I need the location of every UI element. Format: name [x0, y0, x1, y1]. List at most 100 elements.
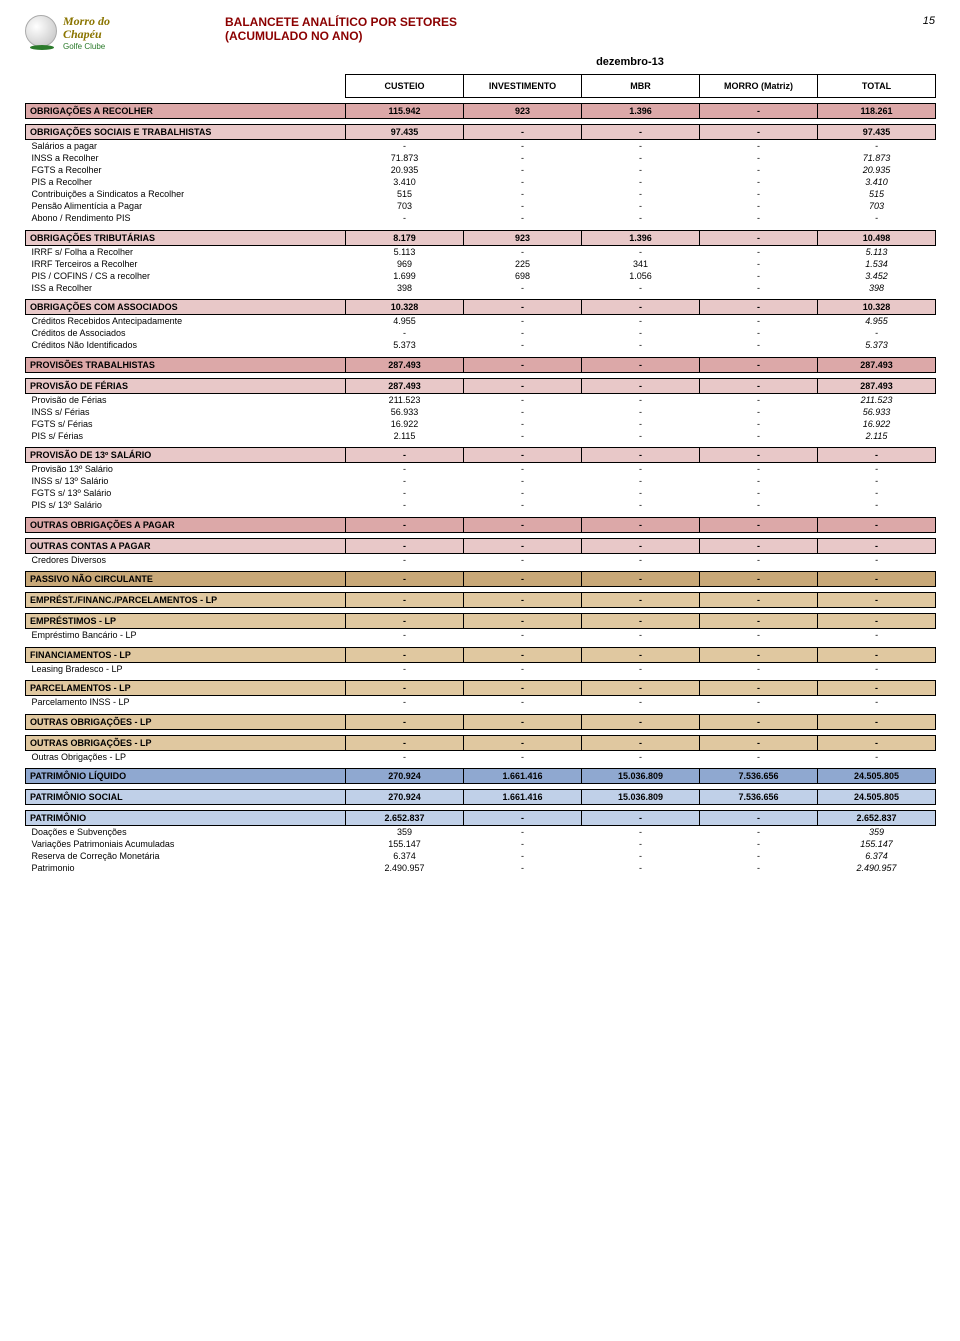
row-value: -: [464, 714, 582, 729]
row-label: Créditos de Associados: [26, 327, 346, 339]
doc-title: BALANCETE ANALÍTICO POR SETORES: [225, 15, 895, 29]
row-value: -: [700, 430, 818, 442]
row-value: -: [700, 327, 818, 339]
row-value: -: [700, 230, 818, 245]
row-label: PROVISÕES TRABALHISTAS: [26, 357, 346, 372]
row-value: -: [346, 614, 464, 629]
row-label: Contribuições a Sindicatos a Recolher: [26, 188, 346, 200]
row-value: -: [582, 448, 700, 463]
row-value: -: [346, 475, 464, 487]
row-value: -: [582, 418, 700, 430]
row-value: -: [464, 164, 582, 176]
row-value: -: [346, 681, 464, 696]
row-value: -: [464, 614, 582, 629]
row-value: -: [700, 714, 818, 729]
row-value: -: [700, 164, 818, 176]
row-value: -: [818, 212, 936, 224]
row-value: 359: [818, 826, 936, 839]
row-value: -: [582, 393, 700, 406]
row-value: -: [582, 140, 700, 153]
subsection-row: OBRIGAÇÕES SOCIAIS E TRABALHISTAS97.435-…: [26, 125, 936, 140]
row-value: -: [700, 696, 818, 709]
row-value: -: [700, 270, 818, 282]
row-value: -: [700, 850, 818, 862]
row-value: -: [700, 125, 818, 140]
row-value: -: [700, 140, 818, 153]
row-value: -: [582, 152, 700, 164]
row-value: -: [464, 750, 582, 763]
row-value: -: [700, 475, 818, 487]
detail-row: PIS / COFINS / CS a recolher1.6996981.05…: [26, 270, 936, 282]
row-value: 20.935: [818, 164, 936, 176]
row-value: -: [582, 475, 700, 487]
row-label: Outras Obrigações - LP: [26, 750, 346, 763]
col-investimento: INVESTIMENTO: [464, 75, 582, 98]
row-value: -: [582, 327, 700, 339]
row-value: -: [346, 327, 464, 339]
row-value: -: [346, 517, 464, 532]
row-value: -: [464, 418, 582, 430]
row-value: 2.652.837: [346, 811, 464, 826]
section-row: PATRIMÔNIO LÍQUIDO270.9241.661.41615.036…: [26, 769, 936, 784]
row-value: 287.493: [818, 378, 936, 393]
page-number: 15: [895, 15, 935, 27]
doc-subtitle: (ACUMULADO NO ANO): [225, 29, 895, 43]
detail-row: FGTS s/ Férias16.922---16.922: [26, 418, 936, 430]
row-value: -: [700, 245, 818, 258]
row-label: OBRIGAÇÕES TRIBUTÁRIAS: [26, 230, 346, 245]
logo-line1: Morro do: [63, 14, 110, 28]
row-value: -: [700, 811, 818, 826]
row-value: -: [464, 200, 582, 212]
row-value: -: [582, 487, 700, 499]
detail-row: IRRF s/ Folha a Recolher5.113---5.113: [26, 245, 936, 258]
row-value: -: [582, 282, 700, 294]
row-value: -: [464, 315, 582, 328]
row-value: 4.955: [346, 315, 464, 328]
row-value: 5.113: [818, 245, 936, 258]
row-value: -: [464, 245, 582, 258]
row-value: 15.036.809: [582, 769, 700, 784]
row-value: -: [700, 862, 818, 874]
report-date: dezembro-13: [325, 56, 935, 68]
row-value: -: [464, 593, 582, 608]
detail-row: Credores Diversos-----: [26, 553, 936, 566]
row-label: FGTS s/ Férias: [26, 418, 346, 430]
page-header: Morro do Chapéu Golfe Clube BALANCETE AN…: [25, 15, 935, 52]
row-label: FGTS s/ 13º Salário: [26, 487, 346, 499]
row-value: -: [582, 593, 700, 608]
row-value: -: [346, 553, 464, 566]
detail-row: Créditos de Associados-----: [26, 327, 936, 339]
row-label: Créditos Não Identificados: [26, 339, 346, 351]
row-value: 10.498: [818, 230, 936, 245]
row-value: 287.493: [346, 357, 464, 372]
row-value: -: [346, 448, 464, 463]
logo-line2: Chapéu: [63, 27, 102, 41]
row-value: -: [346, 647, 464, 662]
row-label: Provisão de Férias: [26, 393, 346, 406]
row-label: OBRIGAÇÕES SOCIAIS E TRABALHISTAS: [26, 125, 346, 140]
row-value: -: [818, 499, 936, 511]
row-value: 341: [582, 258, 700, 270]
detail-row: PIS a Recolher3.410---3.410: [26, 176, 936, 188]
row-value: -: [700, 357, 818, 372]
row-value: -: [582, 572, 700, 587]
row-value: 270.924: [346, 769, 464, 784]
row-value: 287.493: [818, 357, 936, 372]
row-value: 287.493: [346, 378, 464, 393]
balance-table: CUSTEIO INVESTIMENTO MBR MORRO (Matriz) …: [25, 74, 936, 874]
section-row: PATRIMÔNIO SOCIAL270.9241.661.41615.036.…: [26, 790, 936, 805]
row-value: 398: [818, 282, 936, 294]
row-value: -: [582, 614, 700, 629]
row-label: PIS s/ Férias: [26, 430, 346, 442]
row-value: 398: [346, 282, 464, 294]
row-value: -: [346, 593, 464, 608]
row-value: -: [818, 517, 936, 532]
row-label: PATRIMÔNIO: [26, 811, 346, 826]
row-value: -: [346, 750, 464, 763]
row-value: -: [582, 629, 700, 642]
row-value: 3.410: [346, 176, 464, 188]
row-value: -: [346, 140, 464, 153]
row-value: 10.328: [818, 300, 936, 315]
row-value: -: [582, 538, 700, 553]
row-label: PIS a Recolher: [26, 176, 346, 188]
